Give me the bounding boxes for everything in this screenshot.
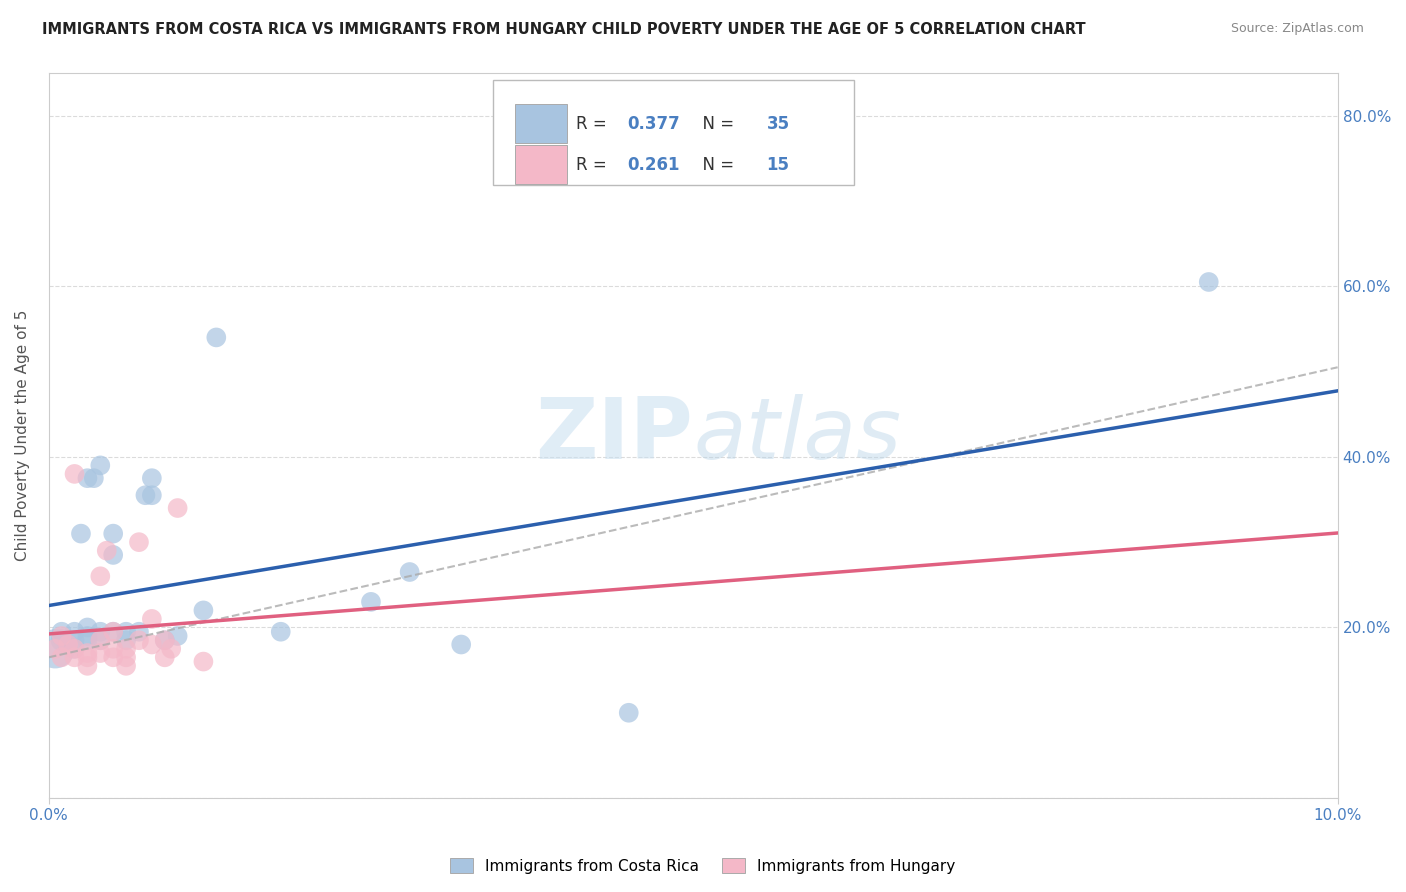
Text: IMMIGRANTS FROM COSTA RICA VS IMMIGRANTS FROM HUNGARY CHILD POVERTY UNDER THE AG: IMMIGRANTS FROM COSTA RICA VS IMMIGRANTS… (42, 22, 1085, 37)
Point (76, 658, 98, 673)
Point (270, 624, 292, 639)
Text: atlas: atlas (693, 394, 901, 477)
Point (76, 629, 98, 643)
Point (1198, 275, 1220, 289)
Point (141, 612, 163, 626)
Point (63, 633, 86, 648)
Text: N =: N = (692, 155, 740, 174)
Point (103, 641, 125, 656)
Point (76, 471, 98, 485)
Point (63, 624, 86, 639)
Point (89, 646, 111, 660)
Point (89, 458, 111, 473)
Point (360, 595, 382, 609)
Point (76, 633, 98, 648)
Point (51, 629, 73, 643)
Legend: Immigrants from Costa Rica, Immigrants from Hungary: Immigrants from Costa Rica, Immigrants f… (444, 852, 962, 880)
Point (128, 535, 150, 549)
Point (193, 655, 215, 669)
Text: ZIP: ZIP (536, 394, 693, 477)
Point (160, 641, 183, 656)
Point (89, 633, 111, 648)
FancyBboxPatch shape (494, 80, 855, 186)
Point (153, 633, 176, 648)
Point (70, 526, 93, 541)
Point (115, 658, 138, 673)
Point (51, 633, 73, 648)
Point (205, 330, 228, 344)
Point (76, 620, 98, 634)
Point (166, 501, 188, 516)
Point (103, 548, 125, 562)
Point (103, 650, 125, 665)
Point (141, 638, 163, 652)
Point (51, 624, 73, 639)
Point (115, 633, 138, 648)
Point (103, 526, 125, 541)
Text: R =: R = (576, 115, 612, 133)
Point (141, 471, 163, 485)
Point (115, 650, 138, 665)
Point (63, 641, 86, 656)
Point (115, 641, 138, 656)
Point (134, 488, 156, 502)
Point (83, 471, 105, 485)
Point (63, 641, 86, 656)
Text: Source: ZipAtlas.com: Source: ZipAtlas.com (1230, 22, 1364, 36)
Point (89, 569, 111, 583)
Point (166, 629, 188, 643)
Point (76, 650, 98, 665)
Point (44, 641, 66, 656)
Point (89, 633, 111, 648)
Point (141, 488, 163, 502)
Point (56, 638, 79, 652)
Text: 0.261: 0.261 (627, 155, 681, 174)
Point (56, 638, 79, 652)
Text: R =: R = (576, 155, 612, 174)
Text: N =: N = (692, 115, 740, 133)
Point (103, 624, 125, 639)
Point (44, 641, 66, 656)
Point (115, 624, 138, 639)
Point (153, 650, 176, 665)
Point (128, 624, 150, 639)
Point (63, 650, 86, 665)
Point (450, 638, 472, 652)
FancyBboxPatch shape (516, 145, 567, 184)
FancyBboxPatch shape (516, 104, 567, 144)
Point (617, 706, 640, 720)
Point (103, 624, 125, 639)
Point (89, 624, 111, 639)
Text: 0.377: 0.377 (627, 115, 681, 133)
Point (398, 565, 420, 579)
Point (128, 633, 150, 648)
Text: 35: 35 (766, 115, 790, 133)
Text: 15: 15 (766, 155, 790, 174)
Point (51, 650, 73, 665)
Point (76, 646, 98, 660)
Point (193, 603, 215, 617)
Point (96, 543, 118, 558)
Y-axis label: Child Poverty Under the Age of 5: Child Poverty Under the Age of 5 (15, 310, 30, 561)
Point (63, 467, 86, 481)
Point (153, 633, 176, 648)
